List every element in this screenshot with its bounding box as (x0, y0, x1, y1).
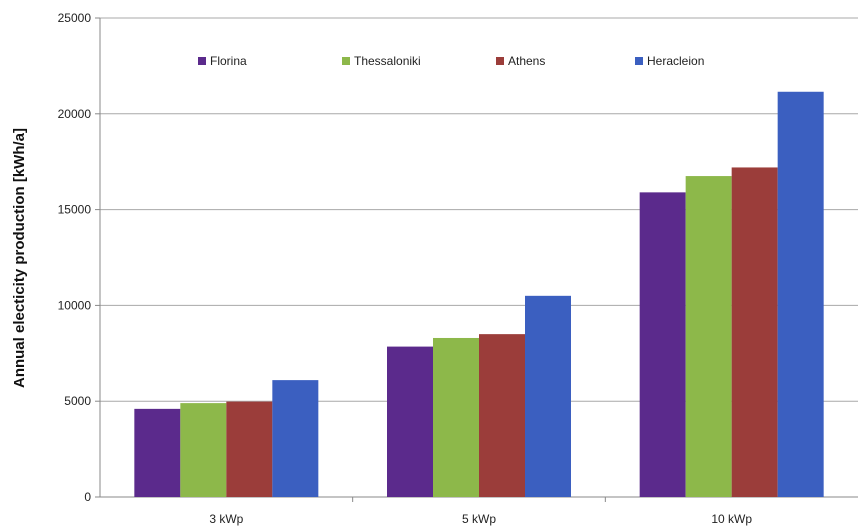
legend-label-heracleion: Heracleion (647, 54, 704, 68)
bar-athens-2 (731, 167, 778, 497)
legend: Florina Thessaloniki Athens Heracleion (198, 54, 704, 68)
bar-heracleion-2 (777, 91, 824, 498)
y-tick-labels: 0 5000 10000 15000 20000 25000 (58, 11, 92, 504)
bar-florina-2 (639, 192, 686, 497)
bar-thessaloniki-2 (685, 176, 732, 497)
legend-swatch-athens (496, 57, 504, 65)
y-tick-label: 10000 (58, 298, 92, 312)
legend-swatch-florina (198, 57, 206, 65)
bar-athens-1 (479, 334, 525, 497)
bar-florina-0 (134, 408, 181, 497)
bar-florina-1 (387, 346, 433, 497)
legend-swatch-thessaloniki (342, 57, 350, 65)
legend-swatch-heracleion (635, 57, 643, 65)
x-tick-labels: 3 kWp 5 kWp 10 kWp (209, 512, 752, 526)
y-tick-label: 25000 (58, 11, 92, 25)
bar-athens-0 (226, 401, 273, 497)
legend-label-thessaloniki: Thessaloniki (354, 54, 421, 68)
y-tick-label: 5000 (64, 394, 91, 408)
legend-label-athens: Athens (508, 54, 545, 68)
x-tick-label: 3 kWp (209, 512, 243, 526)
legend-label-florina: Florina (210, 54, 247, 68)
bar-thessaloniki-1 (433, 337, 479, 497)
bars (134, 91, 824, 498)
y-axis-title: Annual electicity production [kWh/a] (11, 128, 28, 388)
bar-heracleion-1 (525, 295, 571, 497)
y-tick-label: 15000 (58, 203, 92, 217)
y-tick-label: 0 (84, 490, 91, 504)
bar-thessaloniki-0 (180, 403, 227, 497)
x-tick-label: 5 kWp (462, 512, 496, 526)
bar-heracleion-0 (272, 380, 319, 497)
y-tick-label: 20000 (58, 107, 92, 121)
x-tick-label: 10 kWp (711, 512, 752, 526)
